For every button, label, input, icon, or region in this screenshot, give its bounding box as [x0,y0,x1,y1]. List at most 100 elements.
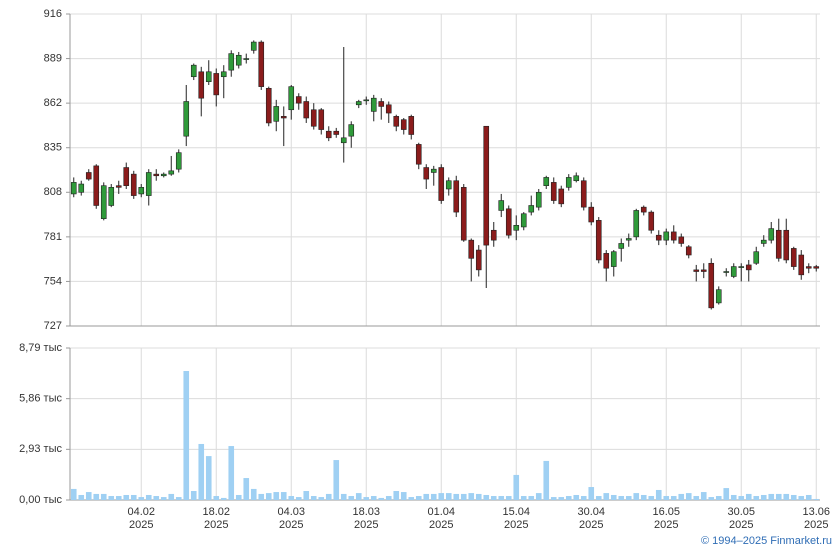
candle-body [768,228,775,241]
y-tick-label: 8,79 тыс [19,342,62,354]
candle-body [198,71,205,99]
volume-bar [303,491,310,500]
volume-bar [588,487,595,500]
candle-body [333,130,340,135]
y-tick-label: 754 [44,275,62,287]
y-tick-label: 862 [44,97,62,109]
volume-bar [348,496,355,500]
volume-bar [543,460,550,500]
y-tick-label: 808 [44,186,62,198]
candle-body [460,187,467,241]
candle-body [408,116,415,135]
volume-bar [318,497,325,500]
volume-bar [648,496,655,500]
volume-bar [685,493,692,500]
volume-bar [115,496,122,500]
candle-body [528,205,535,213]
volume-bar [378,497,385,500]
candle-body [213,73,220,96]
candle-body [280,116,287,119]
volume-bar [183,370,190,500]
candle-body [550,182,557,201]
candle-body [535,191,542,208]
volume-bar [760,494,767,500]
volume-bar [483,494,490,500]
volume-bar [723,488,730,500]
x-tick-label: 16.05 2025 [652,506,681,531]
volume-bar [453,493,460,500]
volume-bar [145,494,152,500]
candle-body [565,177,572,188]
candle-body [378,101,385,107]
volume-bar [745,493,752,500]
candle-body [310,109,317,127]
candle-body [783,229,790,261]
candle-body [715,289,722,304]
candle-body [678,236,685,244]
candle-body [355,101,362,106]
candle-body [370,97,377,112]
candle-body [228,53,235,71]
volume-bar [783,493,790,500]
volume-bar [468,493,475,500]
volume-bar [715,496,722,500]
volume-bar [603,493,610,500]
volume-bar [108,496,115,500]
volume-bar [280,492,287,500]
volume-bar [565,496,572,500]
y-tick-label: 727 [44,320,62,332]
volume-bar [655,489,662,500]
volume-bar [445,493,452,500]
volume-bar [85,492,92,500]
footer: © 1994–2025 Finmarket.ru [700,535,832,547]
candle-body [258,41,265,87]
candle-body [700,269,707,272]
candle-body [130,173,137,196]
volume-bar [258,493,265,500]
candle-body [340,137,347,144]
candle-body [520,213,527,228]
candle-body [250,41,257,51]
volume-bar [535,493,542,500]
volume-bar [205,456,212,500]
candle-body [430,168,437,173]
volume-bar [573,494,580,500]
candle-body [243,58,250,60]
candle-body [558,188,565,205]
candle-body [220,71,227,78]
volume-bar [730,494,737,500]
y-tick-label: 2,93 тыс [19,443,62,455]
volume-bar [198,443,205,500]
candle-body [753,251,760,264]
volume-bar [678,493,685,500]
volume-bar [663,496,670,500]
candle-body [115,185,122,188]
volume-bar [618,496,625,500]
volume-bar [138,497,145,500]
candle-body [708,262,715,309]
candle-body [603,253,610,269]
candle-body [663,231,670,241]
candle-body [738,266,745,268]
candle-body [805,266,812,269]
candle-body [93,165,100,206]
candle-body [423,167,430,180]
volume-bar [340,493,347,500]
candle-body [318,109,325,130]
volume-bar [363,497,370,500]
y-tick-label: 5,86 тыс [19,393,62,405]
candle-body [138,187,145,195]
volume-bar [775,493,782,500]
volume-bar [498,496,505,500]
volume-bar [580,496,587,500]
candle-body [153,173,160,177]
volume-bar [595,496,602,500]
candle-body [295,96,302,104]
candle-body [483,125,490,246]
y-tick-label: 916 [44,8,62,20]
volume-bar [805,494,812,500]
candle-body [498,200,505,211]
candle-body [693,269,700,272]
volume-bar [265,493,272,500]
volume-bar [325,493,332,500]
